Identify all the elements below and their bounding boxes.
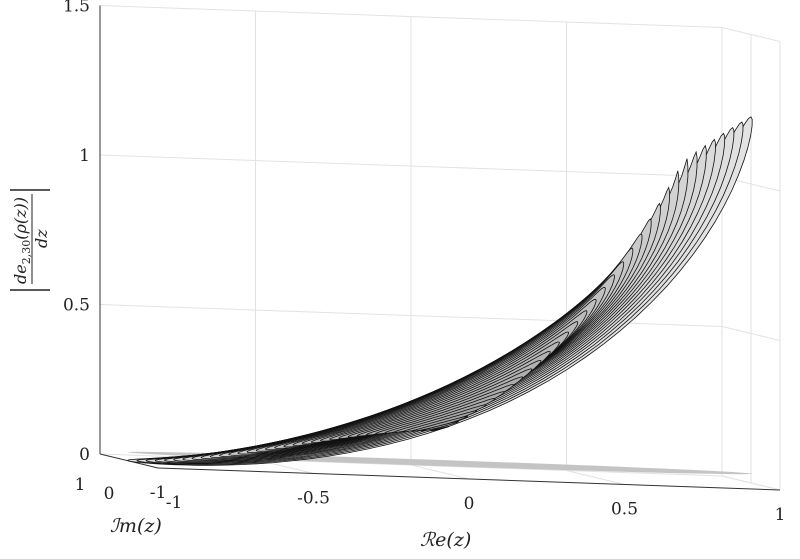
floor-grid-x-3: [566, 470, 625, 485]
y-tick-2: -1: [166, 493, 183, 513]
surface-ring-3: [412, 415, 468, 432]
y-axis-label: ℐm(z): [110, 515, 162, 537]
x-axis-line: [157, 467, 781, 491]
x-tick-0: -1: [150, 483, 167, 503]
surface-ring-2: [421, 421, 459, 432]
z-tick-1: 1: [79, 146, 90, 166]
grid-line-z-3: [99, 5, 781, 42]
svg-text:de2,30(ρ(z)): de2,30(ρ(z)): [11, 197, 33, 284]
z-label-argument: (ρ(z)): [11, 197, 30, 240]
z-tick-2: 0.5: [63, 296, 90, 316]
x-tick-2: 0: [464, 494, 475, 514]
y-tick-0: 1: [75, 475, 86, 495]
z-tick-0: 1.5: [63, 0, 90, 17]
z-label-denominator: dz: [32, 229, 51, 248]
grid-line-z-1: [99, 304, 781, 341]
z-label-numerator: de: [11, 264, 30, 284]
z-label-subscript: 2,30: [20, 240, 33, 265]
tick-labels: -1 -0.5 0 0.5 11 0 -11.510.50: [63, 0, 785, 525]
floor-grid-x-2: [410, 464, 470, 480]
x-tick-3: 0.5: [611, 500, 638, 520]
x-tick-1: -0.5: [297, 489, 330, 509]
surface-ring-1: [429, 425, 450, 432]
x-axis-label: ℛe(z): [420, 529, 471, 551]
y-tick-1: 0: [104, 484, 115, 504]
z-tick-3: 0: [79, 445, 90, 465]
x-tick-4: 1: [775, 505, 786, 525]
surface-mesh: [127, 116, 753, 466]
z-axis-label: de2,30(ρ(z)) dz: [10, 189, 51, 291]
